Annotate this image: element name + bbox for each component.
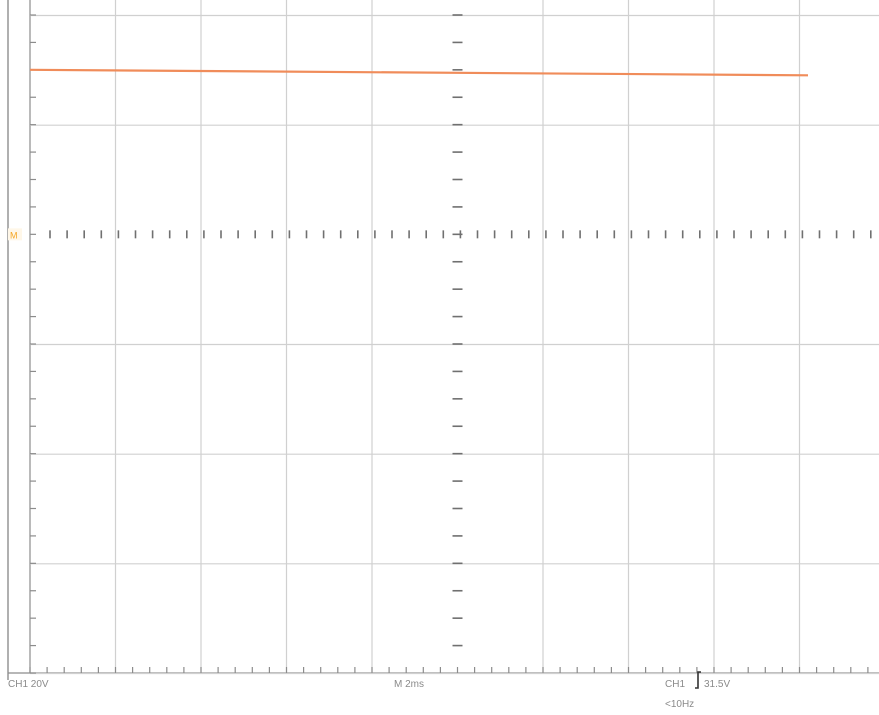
rising-edge-trigger-icon [695, 671, 701, 689]
graticule [7, 0, 879, 680]
frequency-readout: <10Hz [665, 699, 694, 710]
timebase-readout: M 2ms [394, 679, 424, 690]
trace-layer [29, 68, 809, 77]
ground-marker-label: M [10, 230, 18, 240]
trigger-source-readout: CH1 [665, 679, 685, 690]
ground-marker-background [8, 228, 22, 241]
marker-layer: M [8, 228, 701, 689]
ch1-trace [29, 68, 809, 77]
readout-bar: CH1 20V M 2ms CH1 31.5V <10Hz [8, 679, 730, 710]
channel-scale-readout: CH1 20V [8, 679, 49, 690]
trigger-level-readout: 31.5V [704, 679, 730, 690]
